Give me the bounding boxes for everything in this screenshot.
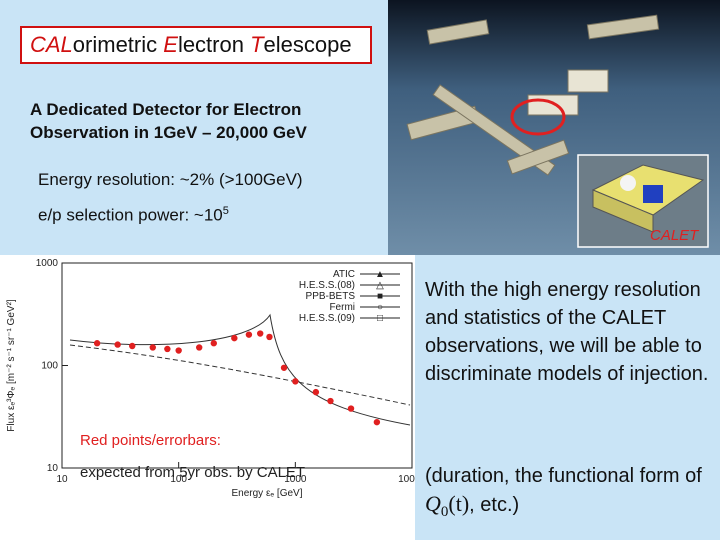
station	[406, 14, 660, 176]
legend-symbol: ○	[377, 302, 383, 313]
spec-selection: e/p selection power: ~105	[38, 205, 229, 226]
legend-label: ATIC	[333, 269, 355, 280]
data-point	[373, 418, 381, 426]
y-tick-label: 10	[47, 463, 59, 474]
note-text: , etc.)	[469, 494, 520, 516]
plot-background	[0, 255, 415, 540]
data-point	[266, 333, 273, 341]
calet-instrument	[591, 164, 705, 233]
title-part: T	[250, 32, 264, 57]
data-point	[292, 378, 299, 385]
x-tick-label: 10000	[398, 474, 415, 485]
title-part: orimetric	[72, 32, 164, 57]
subtitle-line: A Dedicated Detector for Electron	[30, 100, 302, 119]
data-point	[196, 344, 203, 351]
legend-symbol: ■	[377, 291, 383, 302]
legend-label: PPB-BETS	[306, 291, 356, 302]
spec-exponent: 5	[222, 205, 229, 217]
x-tick-label: 1000	[284, 474, 307, 485]
note-argument: (t)	[448, 491, 470, 516]
x-tick-label: 100	[170, 474, 187, 485]
data-point	[114, 341, 121, 348]
data-point	[129, 342, 136, 350]
y-axis-label: Flux εₑ³Φₑ [m⁻² s⁻¹ sr⁻¹ GeV²]	[6, 299, 17, 432]
annotation-box	[80, 423, 280, 465]
data-point	[327, 397, 334, 405]
data-point	[164, 345, 171, 353]
calet-label: CALET	[650, 227, 700, 244]
y-tick-label: 1000	[36, 258, 59, 269]
note: (duration, the functional form of Q0(t),…	[425, 462, 715, 526]
body-text: With the high energy resolution and stat…	[425, 279, 709, 385]
title-part: elescope	[263, 32, 352, 57]
data-point	[149, 344, 156, 351]
highlight-circle	[510, 98, 566, 136]
annotation-red: Red points/errorbars:	[80, 432, 221, 449]
model-curve	[69, 344, 411, 406]
data-point	[210, 340, 217, 347]
subtitle: A Dedicated Detector for Electron Observ…	[30, 98, 390, 144]
data-point	[93, 340, 101, 347]
annotation-text: expected from 5yr obs. by CALET	[80, 464, 305, 481]
legend-symbol: △	[376, 280, 384, 291]
data-point	[347, 405, 355, 412]
subtitle-line: Observation in 1GeV – 20,000 GeV	[30, 123, 307, 142]
legend-symbol: □	[377, 313, 383, 324]
legend-symbol: ▲	[375, 269, 385, 280]
note-symbol: Q	[425, 491, 441, 516]
legend-label: Fermi	[329, 302, 355, 313]
legend-label: H.E.S.S.(09)	[299, 313, 355, 324]
title-part: CAL	[30, 32, 73, 57]
data-point	[175, 347, 182, 354]
station-photo: CALET	[388, 0, 720, 255]
data-point	[231, 334, 238, 342]
title-box: CALorimetric Electron Telescope	[20, 26, 372, 64]
data-point	[280, 364, 288, 371]
spec-resolution: Energy resolution: ~2% (>100GeV)	[38, 170, 303, 189]
data-point	[245, 331, 253, 338]
title-part: E	[163, 32, 178, 57]
data-point	[312, 388, 320, 396]
x-tick-label: 10	[56, 474, 68, 485]
plot: Red points/errorbars: expected from 5yr …	[0, 255, 415, 540]
x-axis-label: Energy εₑ [GeV]	[232, 488, 303, 499]
spec-text: e/p selection power: ~10	[38, 205, 223, 225]
data-point	[257, 330, 264, 337]
note-text: (duration, the functional form of	[425, 465, 702, 487]
title-part: lectron	[177, 32, 251, 57]
legend-label: H.E.S.S.(08)	[299, 280, 355, 291]
note-subscript: 0	[440, 504, 449, 520]
y-tick-label: 100	[41, 361, 58, 372]
